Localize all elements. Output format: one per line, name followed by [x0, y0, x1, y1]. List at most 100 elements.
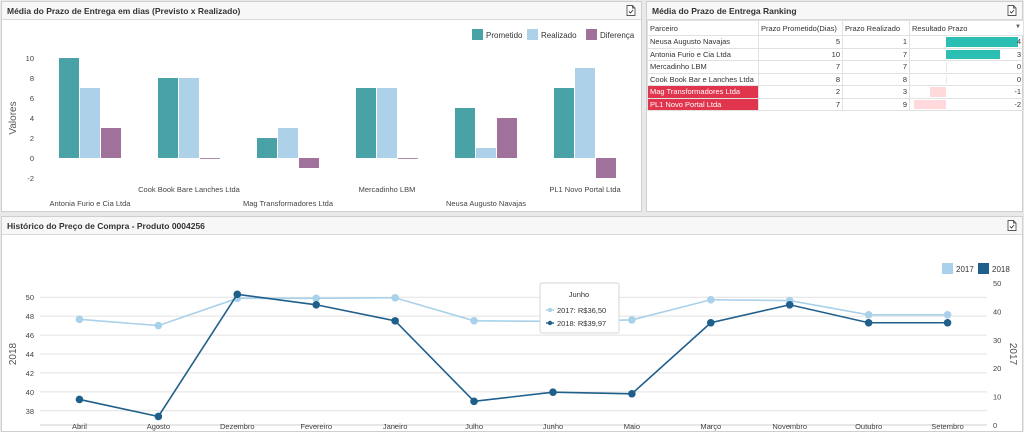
y2-tick-label: 40 [993, 307, 1001, 316]
legend-label: Diferença [600, 31, 635, 40]
cell-resultado: -1 [909, 85, 1024, 99]
cell-resultado: 3 [909, 47, 1024, 61]
bar-prometido [59, 58, 79, 158]
historico-preco-header: Histórico do Preço de Compra - Produto 0… [2, 217, 1022, 235]
bar-diferença [596, 158, 616, 178]
x-category-label: Março [700, 422, 721, 431]
cell-resultado: 0 [909, 72, 1024, 86]
y2-tick-label: 20 [993, 364, 1001, 373]
column-header-realizado[interactable]: Prazo Realizado [842, 20, 910, 36]
legend-label: 2017 [956, 265, 974, 274]
table-row[interactable]: Mercadinho LBM 7 7 0 [647, 60, 1024, 74]
x-category-label: PL1 Novo Portal Ltda [549, 185, 621, 194]
column-header-prometido[interactable]: Prazo Prometido(Dias) [758, 20, 843, 36]
x-category-label: Janeiro [383, 422, 408, 431]
bar-realizado [476, 148, 496, 158]
x-category-label: Cook Book Bare Lanches Ltda [138, 185, 241, 194]
data-point-2017 [154, 321, 163, 330]
y-tick-label: 48 [26, 312, 34, 321]
data-point-2017 [943, 311, 952, 319]
data-point-2018 [75, 395, 84, 404]
table-row[interactable]: PL1 Novo Portal Ltda 7 9 -2 [647, 97, 1024, 111]
export-icon[interactable] [1007, 5, 1017, 16]
x-category-label: Novembro [772, 422, 807, 431]
cell-resultado: 0 [909, 60, 1024, 74]
data-point-2018 [312, 300, 321, 309]
y-tick-label: 44 [26, 350, 34, 359]
column-header-resultado[interactable]: Resultado Prazo ▼ [909, 20, 1024, 36]
data-point-2017 [628, 316, 636, 324]
resultado-bar [946, 62, 947, 72]
cell-parceiro: Antonia Furio e Cia Ltda [647, 47, 759, 61]
export-icon[interactable] [1007, 220, 1017, 231]
cell-prometido: 5 [758, 35, 843, 49]
x-category-label: Setembro [931, 422, 964, 431]
resultado-value: 0 [1016, 62, 1021, 72]
x-category-label: Fevereiro [300, 422, 332, 431]
y2-tick-label: 30 [993, 336, 1001, 345]
sort-down-icon[interactable]: ▼ [1015, 23, 1021, 30]
data-point-2018 [864, 318, 873, 327]
bar-prometido [455, 108, 475, 158]
x-category-label: Outubro [855, 422, 882, 431]
y-tick-label: 0 [30, 154, 34, 163]
ranking-header: Média do Prazo de Entrega Ranking [647, 2, 1022, 20]
export-icon[interactable] [626, 5, 636, 16]
resultado-bar [946, 49, 1000, 59]
column-header-parceiro[interactable]: Parceiro [647, 20, 759, 36]
legend-swatch-diferença [586, 29, 597, 40]
x-category-label: Julho [465, 422, 483, 431]
cell-parceiro: Cook Book Bar e Lanches Ltda [647, 72, 759, 86]
resultado-value: -2 [1014, 99, 1021, 109]
y-tick-label: 46 [26, 331, 34, 340]
bar-diferença [101, 128, 121, 158]
bar-realizado [179, 78, 199, 158]
data-point-2018 [785, 300, 794, 309]
tooltip-box [539, 282, 620, 334]
y2-tick-label: 10 [993, 393, 1001, 402]
cell-resultado: -2 [909, 97, 1024, 111]
resultado-value: 3 [1016, 49, 1021, 59]
x-category-label: Antonia Furio e Cia Ltda [50, 199, 132, 208]
bar-chart: Prometido Realizado Diferença -2 0 2 4 6 8 10 Valo… [8, 29, 635, 208]
data-point-2018 [470, 397, 478, 406]
data-point-2018 [233, 290, 242, 299]
bar-realizado [377, 88, 397, 158]
table-header-row: Parceiro Prazo Prometido(Dias) Prazo Rea… [647, 20, 1024, 36]
resultado-bar [913, 99, 946, 109]
y2-tick-label: 50 [993, 279, 1001, 288]
data-point-2018 [391, 317, 399, 325]
y-tick-label: 8 [30, 74, 34, 83]
table-row[interactable]: Cook Book Bar e Lanches Ltda 8 8 0 [647, 72, 1024, 86]
legend-label: 2018 [992, 265, 1010, 274]
table-row[interactable]: Antonia Furio e Cia Ltda 10 7 3 [647, 47, 1024, 61]
legend-label: Prometido [486, 31, 523, 40]
x-category-label: Mercadinho LBM [359, 185, 416, 194]
ranking-title: Média do Prazo de Entrega Ranking [652, 5, 797, 16]
bar-realizado [80, 88, 100, 158]
y-tick-label: 40 [26, 388, 34, 397]
cell-prometido: 7 [758, 60, 843, 74]
resultado-value: 0 [1016, 74, 1021, 84]
data-point-2018 [628, 389, 636, 398]
table-row[interactable]: Neusa Augusto Navajas 5 1 4 [647, 35, 1024, 49]
resultado-bar [946, 37, 1018, 47]
cell-realizado: 7 [842, 60, 910, 74]
historico-preco-panel: Histórico do Preço de Compra - Produto 0… [1, 216, 1023, 432]
y-tick-label: 10 [26, 54, 34, 63]
bar-prometido [356, 88, 376, 158]
y2-tick-label: 0 [993, 421, 997, 430]
x-category-label: Maio [624, 422, 640, 431]
ranking-table: Parceiro Prazo Prometido(Dias) Prazo Rea… [647, 20, 1024, 111]
cell-realizado: 8 [842, 72, 910, 86]
y-axis-label: Valores [8, 101, 19, 134]
table-row[interactable]: Mag Transformadores Ltda 2 3 -1 [647, 85, 1024, 99]
historico-preco-title: Histórico do Preço de Compra - Produto 0… [7, 220, 205, 231]
series-line-2018 [79, 293, 948, 418]
cell-prometido: 7 [758, 97, 843, 111]
tooltip-marker-2018 [547, 320, 553, 326]
data-point-2017 [864, 311, 873, 319]
x-category-label: Junho [543, 422, 563, 431]
tooltip-line-2018: 2018: R$39,97 [557, 319, 606, 328]
legend-label: Realizado [541, 31, 577, 40]
